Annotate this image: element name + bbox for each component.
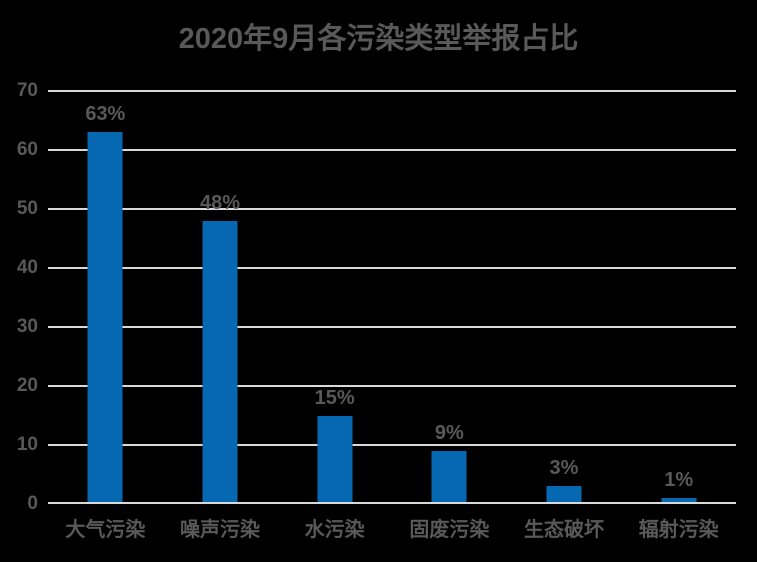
- data-label: 63%: [85, 103, 126, 126]
- y-axis-tick-label: 50: [16, 198, 38, 220]
- data-label: 1%: [664, 469, 694, 492]
- data-label: 3%: [549, 457, 579, 480]
- y-axis-tick-label: 20: [16, 375, 38, 397]
- y-axis-tick-label: 40: [16, 257, 38, 279]
- y-axis-labels: 0 10 20 30 40 50 60 70: [0, 81, 38, 513]
- y-axis-tick-label: 70: [16, 80, 38, 102]
- x-axis-labels: 大气污染 噪声污染 水污染 固废污染 生态破坏 辐射污染: [48, 518, 736, 542]
- bar-生态破坏: [546, 486, 582, 504]
- gridline: [48, 90, 736, 92]
- bar-大气污染: [87, 132, 123, 504]
- data-label: 15%: [314, 386, 355, 409]
- gridline: [48, 267, 736, 269]
- y-axis-tick-label: 30: [16, 316, 38, 338]
- gridline: [48, 326, 736, 328]
- bar-slot: 15%: [277, 91, 392, 504]
- bar-slot: 63%: [48, 91, 163, 504]
- bar-slot: 48%: [163, 91, 278, 504]
- category-label: 水污染: [304, 519, 365, 541]
- bar-水污染: [317, 415, 353, 504]
- data-label: 9%: [434, 421, 464, 444]
- gridline: [48, 444, 736, 446]
- bar-slot: 1%: [621, 91, 736, 504]
- bar-slot: 9%: [392, 91, 507, 504]
- y-axis-tick-label: 0: [27, 493, 38, 515]
- category-label: 噪声污染: [180, 519, 260, 541]
- category-label: 生态破坏: [524, 519, 605, 541]
- y-axis-tick-label: 10: [16, 434, 38, 456]
- category-label: 固废污染: [409, 519, 490, 541]
- gridline: [48, 208, 736, 210]
- bar-slot: 3%: [507, 91, 622, 504]
- y-axis-tick-label: 60: [16, 139, 38, 161]
- bar-辐射污染: [661, 498, 697, 504]
- plot-area: 63% 48% 15% 9% 3% 1%: [48, 90, 736, 504]
- bar-噪声污染: [202, 220, 238, 504]
- bar-固废污染: [431, 450, 467, 504]
- x-axis-line: [48, 502, 736, 504]
- chart-title: 2020年9月各污染类型举报占比: [178, 23, 579, 55]
- data-label: 48%: [199, 191, 240, 214]
- gridline: [48, 385, 736, 387]
- gridline: [48, 149, 736, 151]
- category-label: 辐射污染: [638, 519, 719, 541]
- category-label: 大气污染: [65, 519, 146, 541]
